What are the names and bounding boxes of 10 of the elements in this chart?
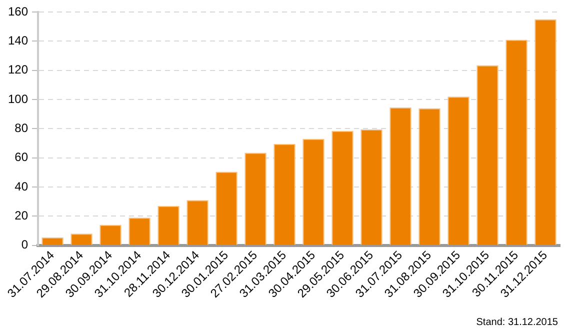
- text: Stand: 31.12.2015: [476, 317, 558, 328]
- y-tick-label: 40: [14, 179, 28, 194]
- y-tick-label: 20: [14, 208, 28, 222]
- y-tick-label: 60: [14, 150, 28, 164]
- y-tick-label: 120: [8, 62, 28, 77]
- y-tick-label: 140: [8, 33, 28, 48]
- y-tick-label: 100: [8, 92, 28, 106]
- y-tick-label: 160: [8, 4, 28, 18]
- y-tick-label: 0: [21, 238, 28, 252]
- y-tick-label: 80: [14, 120, 28, 135]
